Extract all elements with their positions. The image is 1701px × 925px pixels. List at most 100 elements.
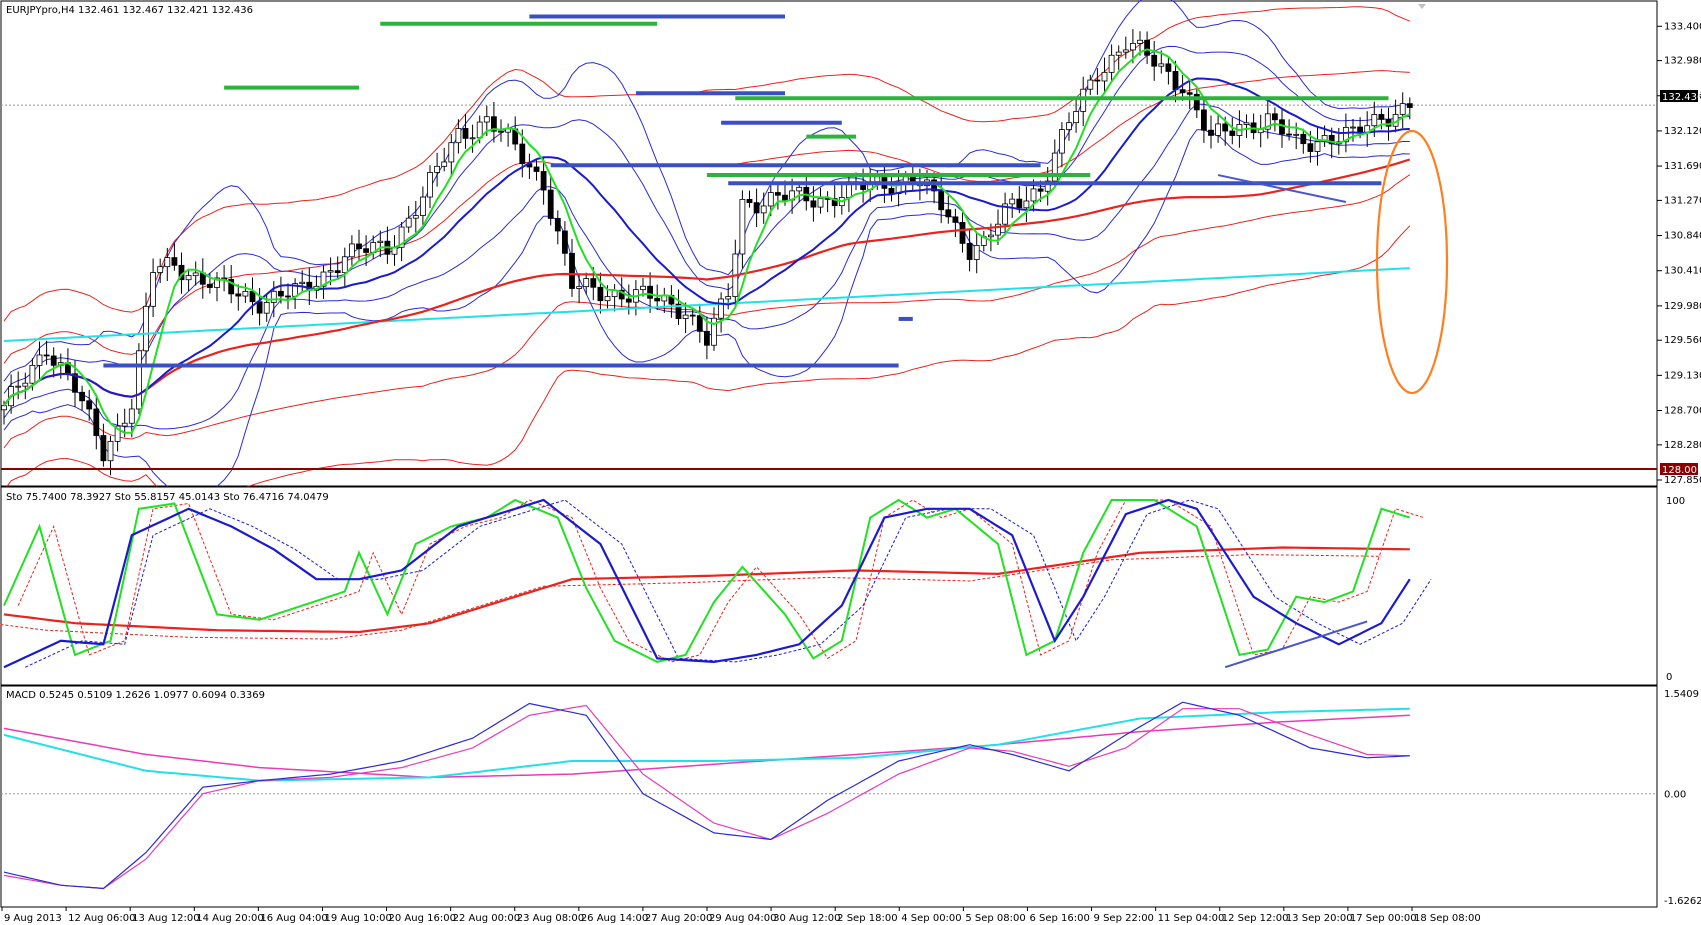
- candle-body: [1030, 188, 1037, 202]
- candle-body: [242, 291, 249, 297]
- time-tick-label: 20 Aug 16:00: [389, 913, 456, 924]
- candle-body: [1300, 133, 1307, 145]
- candle-body: [959, 222, 966, 244]
- candle-body: [164, 257, 171, 268]
- candle-body: [569, 252, 575, 289]
- candle-body: [135, 350, 142, 410]
- current-price-label: 132.436: [1662, 92, 1701, 103]
- candle-body: [114, 425, 121, 442]
- red-envelope-line: [3, 6, 1410, 322]
- price-tick-label: 128.700: [1664, 406, 1701, 417]
- stoch-mid-blue: [3, 498, 1411, 669]
- time-tick-label: 29 Aug 04:00: [709, 913, 776, 924]
- macd-tick-label: 1.5409: [1664, 689, 1699, 700]
- candle-body: [50, 355, 57, 366]
- price-tick-label: 129.980: [1664, 301, 1701, 312]
- candle-body: [270, 290, 277, 303]
- candle-body: [576, 286, 582, 289]
- shift-marker: [1418, 4, 1426, 9]
- candle-body: [1179, 89, 1186, 94]
- time-tick-label: 26 Aug 14:00: [581, 913, 648, 924]
- candle-body: [810, 200, 817, 208]
- macd-panel-frame: [0, 685, 1658, 908]
- candle-body: [533, 166, 540, 172]
- candle-body: [739, 198, 746, 255]
- candle-body: [760, 205, 767, 214]
- candle-body: [1286, 133, 1292, 136]
- candle-body: [1328, 135, 1335, 145]
- price-panel-header: EURJPYpro,H4 132.461 132.467 132.421 132…: [6, 5, 253, 16]
- candle-body: [1130, 43, 1136, 51]
- blue-band-line: [3, 45, 1410, 394]
- candle-body: [647, 285, 653, 299]
- blue-band-line: [3, 0, 1410, 382]
- time-tick-label: 16 Aug 04:00: [260, 913, 327, 924]
- stoch-trend-line: [1224, 620, 1368, 669]
- candle-body: [100, 435, 107, 462]
- price-tick-label: 128.280: [1664, 440, 1701, 451]
- candle-body: [228, 279, 235, 295]
- candle-body: [15, 385, 22, 388]
- candle-body: [952, 216, 959, 223]
- candle-body: [1144, 39, 1150, 56]
- time-tick-label: 12 Aug 06:00: [68, 913, 135, 924]
- candle-body: [831, 198, 838, 207]
- candle-body: [86, 400, 93, 410]
- candle-body: [1208, 129, 1214, 136]
- candle-body: [775, 192, 781, 196]
- candle-body: [1158, 63, 1165, 67]
- price-tick-label: 130.410: [1664, 266, 1701, 277]
- macd-tick-label: 0.00: [1664, 790, 1686, 801]
- stoch-mid-signal: [25, 499, 1432, 668]
- price-tick-label: 132.120: [1664, 126, 1701, 137]
- time-tick-label: 2 Sep 18:00: [837, 913, 897, 924]
- price-tick-label: 127.850: [1664, 475, 1701, 486]
- price-panel: EURJPYpro,H4 132.461 132.467 132.421 132…: [0, 0, 1701, 501]
- candle-body: [434, 165, 441, 173]
- candle-body: [29, 364, 36, 384]
- candle-body: [711, 317, 717, 346]
- current-price-tag: [1660, 90, 1698, 102]
- candle-body: [618, 289, 625, 300]
- candle-body: [36, 354, 43, 366]
- macd-panel: MACD 0.5245 0.5109 1.2626 1.0977 0.6094 …: [0, 685, 1701, 908]
- candle-body: [1399, 103, 1406, 115]
- candle-body: [462, 128, 469, 139]
- candle-body: [554, 218, 561, 232]
- candle-body: [1023, 200, 1030, 209]
- candle-body: [725, 296, 732, 300]
- macd-panel-header: MACD 0.5245 0.5109 1.2626 1.0977 0.6094 …: [6, 690, 265, 701]
- orange-highlight-ellipse: [1375, 129, 1449, 395]
- candle-body: [583, 278, 590, 288]
- candle-body: [718, 298, 724, 319]
- candle-body: [1222, 123, 1229, 132]
- stoch-slow-red: [3, 546, 1410, 634]
- candle-body: [767, 192, 774, 207]
- stochastic-panel: Sto 75.7400 78.3927 Sto 55.8157 45.0143 …: [0, 486, 1685, 686]
- candle-body: [704, 330, 710, 346]
- red-ma: [3, 158, 1411, 407]
- price-tick-label: 131.690: [1664, 161, 1701, 172]
- candle-body: [1009, 198, 1016, 205]
- candle-body: [1321, 135, 1328, 143]
- candle-body: [412, 215, 419, 219]
- candle-body: [682, 314, 689, 319]
- macd-tick-label: -1.6262: [1664, 896, 1701, 907]
- candle-body: [249, 291, 256, 303]
- candle-body: [874, 176, 881, 183]
- moving-averages: [3, 48, 1411, 434]
- candle-body: [562, 230, 568, 254]
- candle-body: [150, 272, 157, 307]
- candle-body: [43, 354, 50, 357]
- price-trend-line: [1217, 174, 1347, 204]
- candle-body: [356, 243, 362, 250]
- candle-body: [1186, 92, 1193, 95]
- candle-body: [1243, 122, 1250, 125]
- candle-body: [490, 116, 497, 132]
- candle-body: [1016, 198, 1023, 209]
- candle-body: [1115, 51, 1122, 56]
- stochastic-y-axis: 100 0: [1666, 496, 1685, 683]
- candle-body: [214, 277, 220, 288]
- candle-body: [675, 303, 682, 319]
